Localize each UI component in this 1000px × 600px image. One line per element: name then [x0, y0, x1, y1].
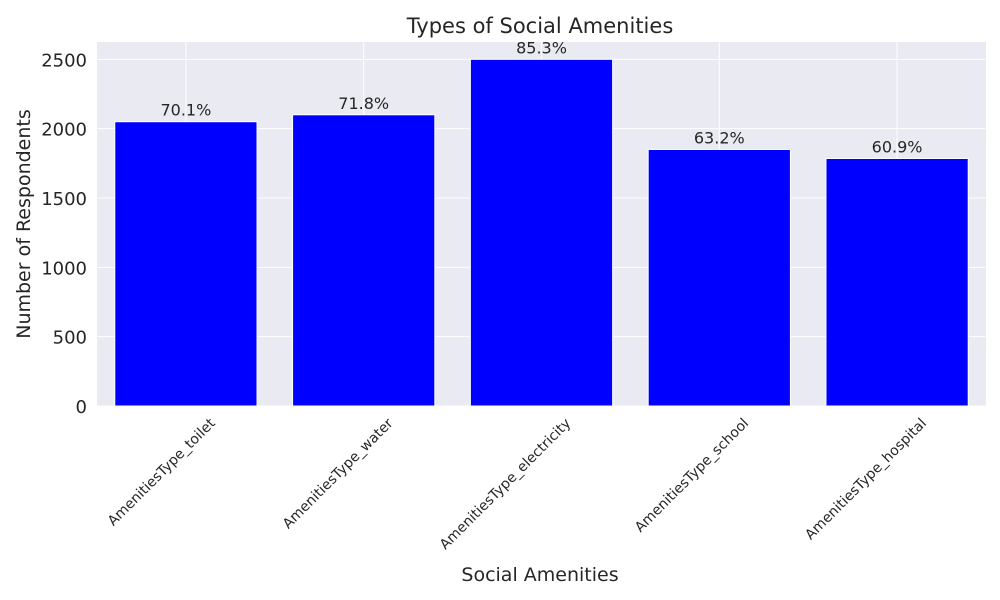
bar-amenitiestype-hospital: [825, 157, 969, 407]
x-tick-label: AmenitiesType_water: [280, 415, 397, 532]
x-axis-ticks: AmenitiesType_toilet AmenitiesType_water A…: [105, 415, 930, 553]
y-tick-label: 500: [53, 328, 87, 349]
x-tick-label: AmenitiesType_school: [632, 416, 752, 536]
bar-amenitiestype-water: [292, 114, 436, 407]
y-tick-label: 0: [76, 397, 87, 418]
chart-title: Types of Social Amenities: [406, 14, 674, 38]
y-axis-label: Number of Respondents: [13, 109, 35, 339]
y-tick-label: 1000: [41, 258, 87, 279]
y-tick-label: 2500: [41, 50, 87, 71]
bars: [114, 58, 969, 407]
data-labels: 70.1% 71.8% 85.3% 63.2% 60.9%: [160, 38, 922, 156]
bar-value-label: 60.9%: [872, 137, 923, 156]
bar-value-label: 71.8%: [338, 94, 389, 113]
x-axis-label: Social Amenities: [461, 564, 618, 586]
bar-amenitiestype-toilet: [114, 121, 258, 407]
bar-value-label: 70.1%: [160, 101, 211, 120]
y-tick-label: 2000: [41, 120, 87, 141]
x-tick-label: AmenitiesType_hospital: [802, 416, 930, 544]
x-tick-label: AmenitiesType_electricity: [437, 416, 574, 553]
bar-value-label: 63.2%: [694, 128, 745, 147]
bar-amenitiestype-electricity: [469, 58, 614, 407]
bar-value-label: 85.3%: [516, 38, 567, 57]
y-axis-ticks: 0 500 1000 1500 2000 2500: [41, 50, 87, 418]
x-tick-label: AmenitiesType_toilet: [105, 415, 219, 529]
y-tick-label: 1500: [41, 189, 87, 210]
bar-amenitiestype-school: [647, 148, 791, 407]
